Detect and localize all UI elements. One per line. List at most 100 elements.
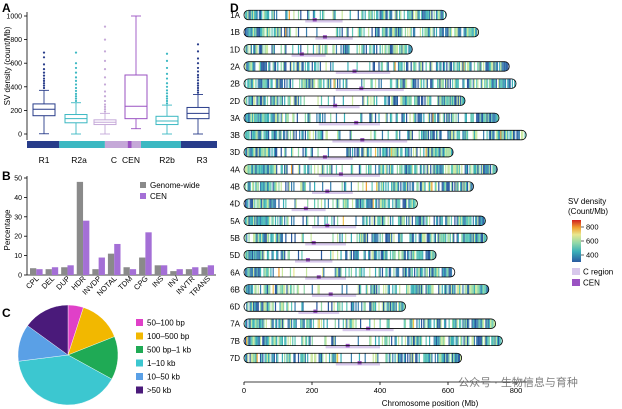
density-stripe: [268, 198, 270, 209]
density-stripe: [291, 164, 293, 175]
chr-stripes: [244, 78, 516, 89]
pie-legend-label: 1–10 kb: [147, 359, 176, 368]
density-stripe: [463, 216, 465, 226]
density-stripe: [363, 96, 365, 106]
density-stripe: [414, 113, 416, 123]
density-stripe: [481, 233, 484, 243]
density-stripe: [389, 27, 392, 37]
density-stripe: [412, 181, 415, 192]
box-outlier: [42, 79, 46, 82]
density-stripe: [323, 267, 325, 277]
density-stripe: [456, 233, 458, 243]
density-stripe: [299, 78, 301, 89]
density-stripe: [349, 147, 351, 157]
density-stripe: [256, 44, 258, 55]
density-stripe: [317, 164, 319, 175]
density-stripe: [357, 181, 359, 192]
bar-genome-wide: [61, 267, 68, 275]
density-stripe: [303, 284, 305, 295]
density-stripe: [400, 353, 402, 363]
density-stripe: [276, 164, 278, 175]
density-stripe: [411, 181, 413, 192]
density-stripe: [404, 198, 407, 209]
density-stripe: [365, 198, 367, 209]
density-stripe: [273, 61, 275, 72]
density-stripe: [337, 78, 339, 89]
density-stripe: [415, 147, 417, 157]
density-stripe: [423, 353, 425, 363]
density-stripe: [409, 96, 411, 106]
density-stripe: [491, 318, 493, 329]
density-stripe: [507, 61, 509, 72]
density-stripe: [363, 267, 365, 277]
density-stripe: [255, 27, 257, 37]
density-stripe: [360, 27, 362, 37]
density-stripe: [337, 301, 339, 312]
density-stripe: [389, 233, 392, 243]
density-stripe: [362, 96, 364, 106]
box-outlier: [165, 66, 169, 70]
density-stripe: [257, 267, 259, 277]
density-stripe: [420, 284, 423, 295]
density-stripe: [255, 336, 257, 346]
density-stripe: [349, 318, 351, 329]
density-stripe: [385, 198, 387, 209]
density-stripe: [425, 216, 427, 226]
bar-ylabel: Percentage: [3, 209, 12, 250]
density-stripe: [381, 44, 384, 55]
density-stripe: [378, 198, 380, 209]
density-stripe: [463, 130, 465, 140]
density-stripe: [268, 147, 270, 157]
density-stripe: [355, 250, 357, 260]
density-stripe: [445, 181, 447, 192]
density-stripe: [371, 198, 373, 209]
density-stripe: [280, 336, 282, 346]
density-stripe: [337, 130, 339, 140]
density-stripe: [439, 233, 441, 243]
c-region-band: [308, 156, 353, 160]
density-stripe: [263, 113, 265, 123]
density-stripe: [403, 198, 405, 209]
density-stripe: [350, 164, 352, 175]
density-stripe: [434, 164, 436, 175]
density-stripe: [253, 336, 255, 346]
density-stripe: [433, 318, 435, 329]
density-stripe: [289, 78, 292, 89]
density-stripe: [308, 164, 310, 175]
density-stripe: [417, 10, 419, 20]
density-stripe: [333, 44, 335, 55]
density-stripe: [381, 250, 384, 260]
density-stripe: [412, 113, 415, 123]
density-stripe: [258, 233, 260, 243]
bar-genome-wide: [139, 257, 146, 275]
density-stripe: [432, 27, 434, 37]
density-stripe: [500, 336, 502, 346]
density-stripe: [387, 284, 389, 295]
density-stripe: [300, 353, 302, 363]
density-stripe: [271, 301, 273, 312]
density-stripe: [253, 10, 255, 20]
chr-stripes: [244, 336, 503, 346]
density-stripe: [384, 250, 386, 260]
density-stripe: [399, 250, 401, 260]
density-stripe: [411, 216, 413, 226]
density-stripe: [369, 198, 371, 209]
density-stripe: [254, 318, 256, 329]
density-stripe: [439, 130, 441, 140]
box-outlier: [74, 71, 78, 74]
density-stripe: [408, 267, 410, 277]
density-stripe: [378, 284, 380, 295]
density-stripe: [301, 250, 303, 260]
density-stripe: [430, 181, 432, 192]
density-stripe: [310, 147, 312, 157]
density-stripe: [254, 10, 256, 20]
density-stripe: [245, 353, 247, 363]
density-stripe: [266, 10, 269, 20]
density-stripe: [319, 44, 321, 55]
density-stripe: [418, 61, 420, 72]
bar-genome-wide: [185, 269, 193, 275]
density-stripe: [426, 130, 428, 140]
density-stripe: [391, 78, 393, 89]
density-stripe: [268, 113, 270, 123]
